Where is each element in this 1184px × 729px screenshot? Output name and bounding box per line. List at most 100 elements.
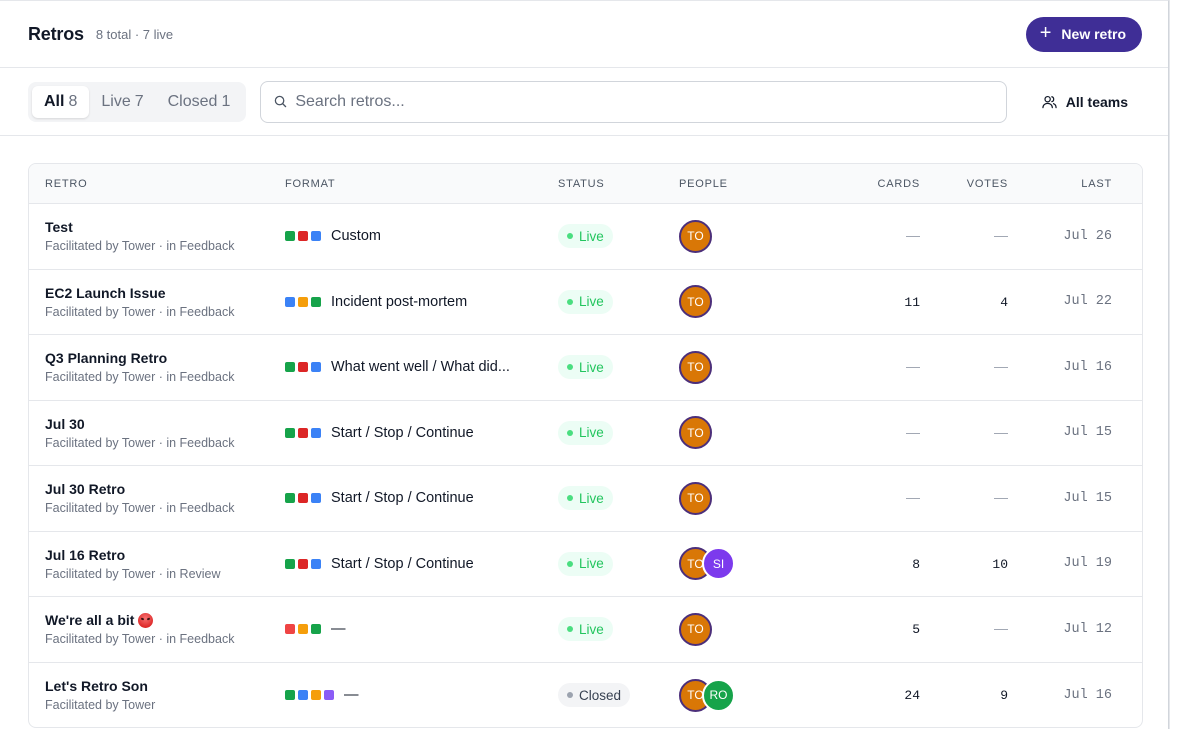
retro-cell: Jul 30 Retro Facilitated by Tower · in F…: [29, 481, 285, 515]
avatar[interactable]: TO: [679, 285, 712, 319]
status-dot-icon: [567, 364, 573, 371]
avatar[interactable]: TO: [679, 416, 712, 450]
format-cell: Custom: [285, 228, 558, 244]
status-cell: Live: [558, 617, 679, 642]
format-cell: Incident post-mortem: [285, 294, 558, 310]
status-badge: Live: [558, 486, 613, 511]
last-date: Jul 19: [1063, 556, 1112, 572]
last-date: Jul 12: [1063, 621, 1112, 637]
table-row[interactable]: Jul 16 Retro Facilitated by Tower · in R…: [29, 532, 1142, 597]
retro-title[interactable]: Test: [45, 219, 285, 235]
status-badge: Live: [558, 551, 613, 576]
new-retro-button[interactable]: + New retro: [1025, 16, 1142, 52]
retro-cell: Jul 30 Facilitated by Tower · in Feedbac…: [29, 416, 285, 450]
retro-name: Test: [45, 219, 73, 236]
cards-count: —: [906, 227, 920, 244]
retro-title[interactable]: We're all a bit: [45, 612, 285, 628]
format-dots: [285, 231, 321, 242]
format-color-dot: [324, 690, 334, 701]
tab-live[interactable]: Live 7: [89, 86, 155, 118]
format-dots: [285, 624, 321, 635]
last-date: Jul 15: [1063, 425, 1112, 441]
retro-title[interactable]: Jul 16 Retro: [45, 547, 285, 563]
all-teams-button[interactable]: All teams: [1042, 84, 1140, 120]
table-row[interactable]: EC2 Launch Issue Facilitated by Tower · …: [29, 270, 1142, 335]
retro-name: EC2 Launch Issue: [45, 284, 166, 301]
status-badge: Live: [558, 420, 613, 445]
votes-cell: 10: [920, 555, 1008, 573]
status-badge: Live: [558, 617, 613, 642]
col-retro-header[interactable]: RETRO: [45, 177, 88, 190]
retro-cell: Jul 16 Retro Facilitated by Tower · in R…: [29, 547, 285, 581]
col-format-header[interactable]: FORMAT: [285, 177, 336, 190]
cards-count: 11: [904, 294, 920, 310]
format-color-dot: [298, 296, 308, 307]
status-label: Live: [579, 490, 604, 506]
tab-all[interactable]: All 8: [32, 85, 90, 118]
tab-all-count: 8: [68, 92, 78, 110]
table-body: Test Facilitated by Tower · in Feedback …: [29, 204, 1142, 728]
status-cell: Live: [558, 224, 679, 249]
cards-count: 24: [904, 688, 920, 704]
retro-cell: We're all a bit Facilitated by Tower · i…: [29, 612, 285, 646]
format-label: Start / Stop / Continue: [331, 490, 474, 507]
retro-facilitator: Facilitated by Tower · in Feedback: [45, 304, 235, 319]
votes-count: —: [994, 423, 1008, 440]
table-row[interactable]: Jul 30 Retro Facilitated by Tower · in F…: [29, 466, 1142, 532]
search-icon: [275, 95, 287, 108]
status-dot-icon: [567, 692, 573, 699]
format-color-dot: [285, 231, 295, 242]
avatar[interactable]: SI: [702, 547, 735, 581]
table-row[interactable]: Q3 Planning Retro Facilitated by Tower ·…: [29, 335, 1142, 401]
avatar[interactable]: TO: [679, 612, 712, 646]
format-label: What went well / What did...: [331, 359, 510, 376]
format-cell: —: [285, 687, 558, 703]
retro-name: Jul 16 Retro: [45, 546, 126, 563]
col-votes-header[interactable]: VOTES: [966, 177, 1008, 190]
search-input[interactable]: [295, 92, 976, 111]
format-cell: Start / Stop / Continue: [285, 490, 558, 506]
retro-title[interactable]: Jul 30: [45, 416, 285, 432]
col-people-header[interactable]: PEOPLE: [679, 177, 728, 190]
tab-all-label: All: [44, 92, 65, 110]
people-cell: TO: [679, 285, 827, 319]
cards-cell: 11: [827, 293, 920, 311]
avatar[interactable]: TO: [679, 219, 712, 253]
votes-count: —: [994, 358, 1008, 375]
retro-facilitator: Facilitated by Tower · in Feedback: [45, 435, 235, 450]
status-label: Live: [579, 556, 604, 572]
retro-title[interactable]: EC2 Launch Issue: [45, 285, 285, 301]
avatar[interactable]: TO: [679, 481, 712, 515]
votes-cell: 9: [920, 686, 1008, 704]
format-label: —: [344, 687, 359, 704]
retro-title[interactable]: Q3 Planning Retro: [45, 350, 285, 366]
tab-closed[interactable]: Closed 1: [156, 86, 243, 118]
col-cards-header[interactable]: CARDS: [877, 177, 920, 190]
cards-cell: —: [827, 489, 920, 507]
status-dot-icon: [567, 298, 573, 305]
retro-name: Let's Retro Son: [45, 678, 148, 695]
votes-cell: —: [920, 620, 1008, 638]
retro-title[interactable]: Jul 30 Retro: [45, 481, 285, 497]
angry-face-icon: [138, 612, 154, 628]
avatar[interactable]: RO: [702, 678, 735, 712]
retro-title[interactable]: Let's Retro Son: [45, 678, 285, 694]
status-badge: Live: [558, 224, 613, 249]
retro-cell: Test Facilitated by Tower · in Feedback: [29, 219, 285, 253]
format-label: Start / Stop / Continue: [331, 555, 474, 572]
retro-name: Q3 Planning Retro: [45, 350, 168, 367]
table-row[interactable]: We're all a bit Facilitated by Tower · i…: [29, 597, 1142, 663]
status-label: Closed: [579, 687, 622, 703]
tab-closed-label: Closed: [167, 92, 218, 110]
format-dots: [285, 493, 321, 504]
plus-icon: +: [1039, 22, 1052, 44]
last-date: Jul 16: [1063, 359, 1112, 375]
avatar[interactable]: TO: [679, 350, 712, 384]
table-row[interactable]: Test Facilitated by Tower · in Feedback …: [29, 204, 1142, 270]
table-row[interactable]: Let's Retro Son Facilitated by Tower — C…: [29, 663, 1142, 728]
table-row[interactable]: Jul 30 Facilitated by Tower · in Feedbac…: [29, 401, 1142, 466]
status-cell: Live: [558, 551, 679, 576]
col-status-header[interactable]: STATUS: [558, 177, 605, 190]
votes-count: 10: [992, 556, 1008, 572]
col-last-header[interactable]: LAST: [1081, 177, 1112, 190]
